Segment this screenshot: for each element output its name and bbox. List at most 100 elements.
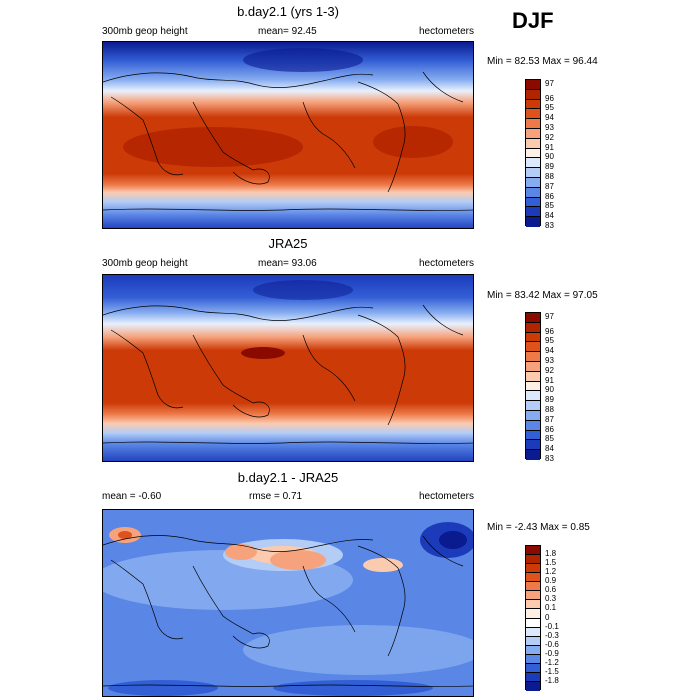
units-label: hectometers bbox=[418, 258, 474, 269]
colorbar-tick-label: 90 bbox=[545, 152, 554, 162]
map-reanalysis bbox=[102, 274, 474, 462]
colorbar-tick-label: 92 bbox=[545, 365, 554, 375]
colorbar bbox=[525, 545, 541, 691]
colorbar-cell bbox=[526, 80, 540, 90]
colorbar-tick-label: 88 bbox=[545, 172, 554, 181]
colorbar-tick-label: 83 bbox=[545, 221, 554, 230]
colorbar-tick-label: 85 bbox=[545, 434, 554, 444]
colorbar-cell bbox=[526, 450, 540, 460]
colorbar-tick-label: 0 bbox=[545, 612, 550, 622]
colorbar-cell bbox=[526, 681, 540, 691]
colorbar-cell bbox=[526, 361, 540, 372]
colorbar-tick-label: 95 bbox=[545, 103, 554, 113]
colorbar-cell bbox=[526, 609, 540, 619]
colorbar-tick-label: 1.5 bbox=[545, 558, 557, 568]
colorbar-cell bbox=[526, 546, 540, 556]
colorbar-cell bbox=[526, 645, 540, 655]
colorbar-tick-label: 87 bbox=[545, 181, 554, 191]
mean-label: mean= 92.45 bbox=[258, 26, 317, 37]
colorbar-cell bbox=[526, 89, 540, 100]
colorbar-tick-label: 91 bbox=[545, 142, 554, 152]
colorbar-cell bbox=[526, 158, 540, 169]
colorbar-tick-label: 94 bbox=[545, 346, 554, 356]
colorbar-tick-label: 87 bbox=[545, 414, 554, 424]
colorbar-cell bbox=[526, 627, 540, 637]
variable-label: 300mb geop height bbox=[102, 26, 188, 37]
colorbar-cell bbox=[526, 322, 540, 333]
colorbar-cell bbox=[526, 99, 540, 110]
colorbar-cell bbox=[526, 391, 540, 402]
colorbar-tick-label: 88 bbox=[545, 405, 554, 414]
colorbar bbox=[525, 79, 541, 227]
colorbar-cell bbox=[526, 138, 540, 149]
mean-label: mean= 93.06 bbox=[258, 258, 317, 269]
colorbar-cell bbox=[526, 119, 540, 129]
colorbar-tick-label: -0.9 bbox=[545, 648, 559, 658]
colorbar-cell bbox=[526, 128, 540, 139]
colorbar bbox=[525, 312, 541, 460]
panel-title: b.day2.1 - JRA25 bbox=[237, 470, 339, 485]
colorbar-cell bbox=[526, 313, 540, 323]
colorbar-cell bbox=[526, 197, 540, 208]
colorbar-cell bbox=[526, 573, 540, 583]
colorbar-cell bbox=[526, 207, 540, 218]
colorbar-cell bbox=[526, 440, 540, 451]
variable-label: 300mb geop height bbox=[102, 258, 188, 269]
units-label: hectometers bbox=[418, 491, 474, 502]
map-model bbox=[102, 41, 474, 229]
colorbar-cell bbox=[526, 430, 540, 441]
map-plot bbox=[103, 510, 473, 696]
colorbar-tick-label: 0.9 bbox=[545, 576, 557, 586]
colorbar-cell bbox=[526, 564, 540, 574]
colorbar-tick-label: 92 bbox=[545, 132, 554, 142]
colorbar-tick-label: 0.3 bbox=[545, 594, 557, 604]
colorbar-cell bbox=[526, 352, 540, 362]
min-max-label: Min = 83.42 Max = 97.05 bbox=[487, 290, 598, 301]
colorbar-cell bbox=[526, 618, 540, 628]
colorbar-tick-label: -1.2 bbox=[545, 657, 559, 667]
colorbar-tick-label: -1.5 bbox=[545, 666, 559, 676]
colorbar-cell bbox=[526, 217, 540, 227]
panel-title: b.day2.1 (yrs 1-3) bbox=[237, 4, 339, 19]
map-difference bbox=[102, 509, 474, 697]
colorbar-tick-label: 97 bbox=[545, 311, 554, 321]
colorbar-cell bbox=[526, 168, 540, 178]
colorbar-tick-label: 96 bbox=[545, 93, 554, 103]
colorbar-cell bbox=[526, 371, 540, 382]
season-label: DJF bbox=[512, 8, 554, 33]
colorbar-tick-label: 84 bbox=[545, 444, 554, 454]
colorbar-tick-label: 93 bbox=[545, 123, 554, 132]
colorbar-tick-label: 83 bbox=[545, 454, 554, 463]
panel-title: JRA25 bbox=[268, 236, 308, 251]
colorbar-cell bbox=[526, 591, 540, 601]
colorbar-cell bbox=[526, 410, 540, 421]
colorbar-cell bbox=[526, 187, 540, 198]
colorbar-tick-label: 97 bbox=[545, 78, 554, 88]
colorbar-tick-label: 90 bbox=[545, 385, 554, 395]
colorbar-tick-label: 0.1 bbox=[545, 603, 557, 613]
colorbar-cell bbox=[526, 582, 540, 592]
units-label: hectometers bbox=[418, 26, 474, 37]
colorbar-tick-label: 89 bbox=[545, 395, 554, 405]
colorbar-cell bbox=[526, 420, 540, 431]
colorbar-tick-label: -0.3 bbox=[545, 630, 559, 640]
colorbar-cell bbox=[526, 654, 540, 664]
colorbar-cell bbox=[526, 555, 540, 565]
map-plot bbox=[103, 42, 473, 228]
colorbar-tick-label: -1.8 bbox=[545, 675, 559, 685]
colorbar-cell bbox=[526, 332, 540, 343]
colorbar-cell bbox=[526, 342, 540, 353]
colorbar-tick-label: 84 bbox=[545, 211, 554, 221]
colorbar-tick-label: 86 bbox=[545, 191, 554, 201]
mean-label: mean = -0.60 bbox=[102, 491, 162, 502]
colorbar-tick-label: 86 bbox=[545, 424, 554, 434]
colorbar-tick-label: 94 bbox=[545, 113, 554, 123]
colorbar-tick-label: 85 bbox=[545, 201, 554, 211]
colorbar-cell bbox=[526, 381, 540, 392]
colorbar-tick-label: 93 bbox=[545, 356, 554, 365]
colorbar-tick-label: 96 bbox=[545, 326, 554, 336]
colorbar-tick-label: -0.1 bbox=[545, 621, 559, 631]
colorbar-cell bbox=[526, 672, 540, 682]
colorbar-tick-label: 91 bbox=[545, 375, 554, 385]
colorbar-cell bbox=[526, 401, 540, 411]
